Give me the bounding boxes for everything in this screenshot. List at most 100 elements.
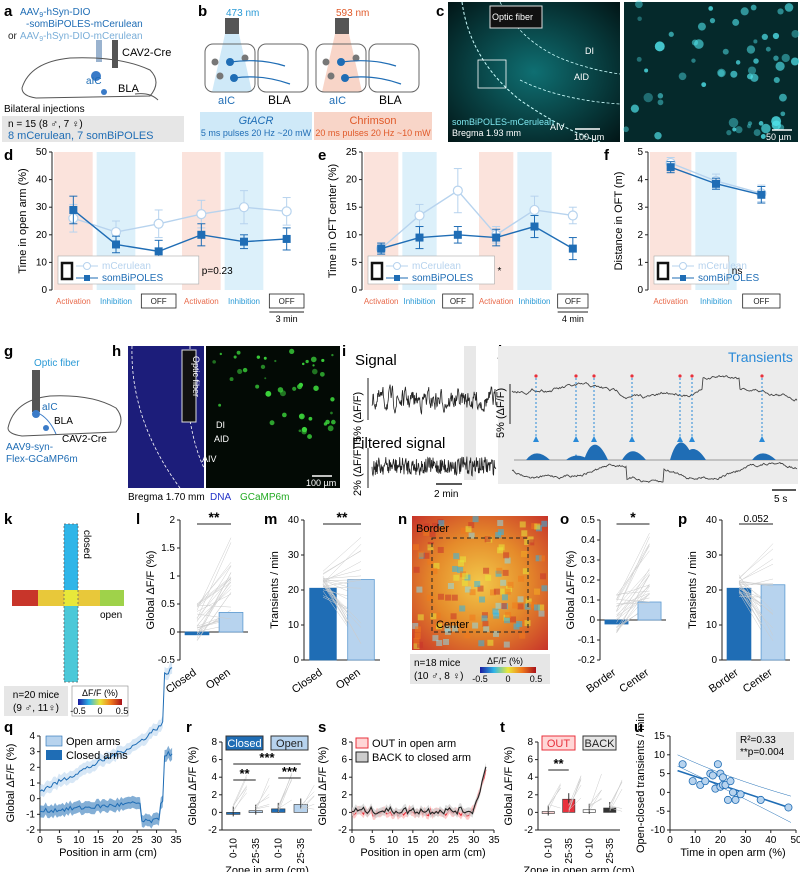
t-ylabel: Global ΔF/F (%): [503, 747, 515, 826]
sex-text-n: (10 ♂, 8 ♀): [414, 671, 463, 682]
heat-speckle: [423, 552, 430, 559]
bregma-label-h: Bregma 1.70 mm: [128, 492, 205, 503]
e-ytick-label: 10: [346, 230, 358, 241]
s-ytick-label: 8: [341, 737, 347, 748]
neuron-dot: [327, 72, 335, 80]
paired-line: [322, 579, 362, 582]
cre-label-g: CAV2-Cre: [62, 434, 107, 445]
o-ytick-label: 0.2: [581, 575, 595, 586]
stat-label: **: [239, 766, 250, 781]
open-arm-west-end: [12, 590, 38, 606]
panel-label-q: q: [4, 719, 13, 736]
epoch-label: OFF: [279, 297, 295, 306]
heat-speckle: [468, 522, 475, 529]
gcamp-cell: [313, 385, 319, 391]
transient-arrow: [759, 436, 765, 442]
gcamp-cell: [298, 382, 304, 388]
legend-marker: [394, 275, 400, 281]
f-ytick-label: 2: [637, 230, 643, 241]
czero-k: 0: [97, 706, 102, 716]
cell-body: [623, 126, 629, 133]
heat-speckle: [482, 620, 489, 627]
bla-box-b1: [257, 43, 309, 93]
q-xtick-label: 25: [132, 835, 144, 846]
q-xtick-label: 20: [112, 835, 124, 846]
legend-swatch: [355, 751, 369, 763]
heat-speckle: [538, 604, 545, 611]
heat-speckle: [528, 539, 535, 546]
heat-speckle: [485, 574, 492, 581]
s-xtick-label: 30: [468, 835, 480, 846]
aic-label-g: aIC: [42, 402, 58, 413]
cerebellum-a: [134, 93, 159, 101]
off-box: [557, 293, 589, 309]
gcamp-cell: [263, 356, 267, 360]
highlight-window: [464, 346, 476, 480]
gcamp-cell: [236, 350, 241, 355]
cell-body: [758, 121, 764, 126]
timebar-label: 4 min: [562, 314, 584, 324]
heat-speckle: [493, 588, 500, 595]
cell-body: [730, 70, 738, 78]
gcamp-cell: [289, 348, 295, 355]
heat-speckle: [417, 551, 424, 558]
q-ytick-label: 0: [29, 794, 35, 805]
panel-label-g: g: [4, 343, 13, 360]
colorbar-n: [480, 667, 536, 673]
transient-arrow: [677, 436, 683, 442]
heat-speckle: [503, 641, 510, 648]
paired-line: [322, 586, 362, 589]
p-ytick-label: 20: [706, 585, 718, 596]
paired-line: [322, 537, 362, 572]
n-text-a: n = 15 (8 ♂, 7 ♀): [8, 119, 83, 130]
f-ytick-label: 0: [637, 285, 643, 296]
bla-site-g: [43, 425, 49, 431]
epoch-label: OFF: [450, 297, 466, 306]
scatter-point: [729, 788, 738, 797]
construct-label-c: somBiPOLES-mCerulean: [452, 117, 554, 127]
pulse1-label: 5 ms pulses 20 Hz ~20 mW: [201, 128, 312, 138]
gcamp-cell: [237, 368, 243, 375]
cell-body: [780, 111, 786, 117]
group-header: [225, 735, 264, 751]
heat-speckle: [504, 557, 511, 564]
panel-label-u: u: [634, 719, 643, 736]
chart-m: 0 10 20 30 40 Transients / min Closed Open **: [269, 509, 380, 696]
transient-arrow: [689, 436, 695, 442]
cell-body: [643, 92, 653, 103]
gcamp-cell: [330, 411, 333, 415]
heat-speckle: [497, 547, 504, 554]
transient-arrow: [533, 436, 539, 442]
p-ytick-label: 0: [711, 655, 717, 666]
heat-speckle: [493, 612, 500, 619]
center-zone: [64, 590, 78, 606]
legend-back: BACK to closed arm: [372, 752, 471, 764]
heat-speckle: [412, 622, 419, 629]
paired-line: [300, 785, 315, 810]
paired-line: [322, 585, 362, 628]
chrimson-label: Chrimson: [349, 115, 396, 127]
u-xtick-label: 40: [765, 835, 777, 846]
fiber-label-h: Optic fiber: [191, 356, 201, 397]
o-ytick-label: -0.2: [578, 655, 596, 666]
cell-body: [761, 123, 771, 134]
fiber-label-c: Optic fiber: [492, 12, 533, 22]
scale-label-h: 100 µm: [306, 478, 336, 488]
category-label: Open: [204, 667, 233, 692]
bar: [760, 584, 786, 661]
data-point: [452, 185, 463, 196]
o-ylabel: Global ΔF/F (%): [565, 551, 577, 630]
di-label-c: DI: [585, 46, 594, 56]
paired-line: [196, 579, 232, 635]
panel-a: a AAV9-hSyn-DIO -somBiPOLES-mCerulean or…: [2, 3, 184, 142]
heat-speckle: [450, 613, 457, 620]
heat-speckle: [433, 562, 440, 569]
stat-label: **: [337, 509, 348, 525]
f-ytick-label: 5: [637, 147, 643, 158]
gcamp-cell: [264, 377, 267, 380]
legend-marker: [393, 262, 401, 270]
o-ytick-label: 0.3: [581, 555, 595, 566]
fiber-b1: [225, 18, 239, 34]
heat-speckle: [510, 616, 517, 623]
epoch-label: Inhibition: [100, 297, 132, 306]
